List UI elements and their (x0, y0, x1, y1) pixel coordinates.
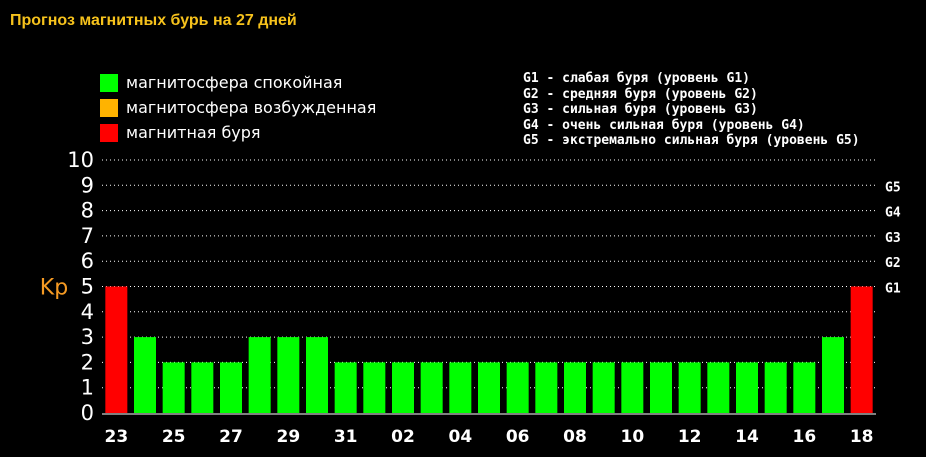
x-tick-label: 31 (334, 427, 358, 447)
storm-level-tick-label: G1 (885, 282, 901, 297)
bar (822, 337, 844, 413)
storm-level-g3: G3 - сильная буря (уровень G3) (523, 102, 758, 117)
x-tick-label: 16 (792, 427, 816, 447)
y-tick-label: 4 (81, 300, 94, 324)
legend-swatch-calm (100, 73, 118, 92)
bar (363, 362, 386, 413)
x-tick-label: 04 (448, 427, 472, 447)
x-tick-label: 08 (563, 427, 587, 447)
x-tick-label: 29 (276, 427, 300, 447)
y-tick-label: 1 (81, 376, 94, 400)
x-tick-label: 23 (104, 427, 128, 447)
y-tick-label: 10 (67, 148, 94, 172)
storm-level-g2: G2 - средняя буря (уровень G2) (523, 86, 758, 102)
x-tick-label: 12 (678, 427, 702, 447)
y-tick-label: 9 (81, 173, 94, 197)
bar (306, 337, 328, 413)
bar (134, 337, 156, 413)
legend-swatch-excited (100, 98, 118, 117)
storm-level-tick-label: G5 (885, 180, 901, 195)
storm-level-g5: G5 - экстремально сильная буря (уровень … (523, 133, 860, 148)
bar (621, 362, 644, 413)
bar (506, 362, 529, 413)
legend-item-calm: магнитосфера спокойная (100, 70, 376, 95)
color-legend: магнитосфера спокойная магнитосфера возб… (100, 70, 376, 145)
bar (592, 362, 615, 413)
storm-level-tick-label: G3 (885, 231, 901, 246)
x-tick-label: 27 (219, 427, 243, 447)
x-tick-label: 25 (162, 427, 186, 447)
x-tick-label: 06 (506, 427, 530, 447)
bar (707, 362, 730, 413)
legend-label-storm: магнитная буря (126, 123, 261, 142)
bar (248, 337, 271, 413)
bar (277, 337, 300, 413)
y-tick-label: 3 (81, 325, 94, 349)
x-tick-label: 02 (391, 427, 415, 447)
y-tick-label: 8 (81, 199, 94, 223)
y-tick-label: 6 (81, 249, 94, 273)
x-tick-label: 18 (850, 427, 874, 447)
bar (105, 286, 128, 413)
bar (392, 362, 414, 413)
legend-item-storm: магнитная буря (100, 120, 376, 145)
bar (162, 362, 185, 413)
y-tick-label: 7 (81, 224, 94, 248)
bar (564, 362, 586, 413)
x-tick-label: 10 (620, 427, 644, 447)
y-tick-label: 5 (81, 275, 94, 299)
bar (420, 362, 443, 413)
bar (850, 286, 873, 413)
legend-label-calm: магнитосфера спокойная (126, 73, 343, 92)
storm-level-g1: G1 - слабая буря (уровень G1) (523, 71, 750, 86)
bar (764, 362, 787, 413)
legend-swatch-storm (100, 123, 118, 142)
storm-level-tick-label: G2 (885, 256, 901, 271)
bar (449, 362, 472, 413)
storm-level-legend: G1 - слабая буря (уровень G1) G2 - средн… (523, 71, 860, 149)
y-axis-label: Kp (40, 276, 68, 301)
bar (736, 362, 758, 413)
bar (191, 362, 214, 413)
bar (678, 362, 701, 413)
legend-label-excited: магнитосфера возбужденная (126, 98, 377, 117)
bar (478, 362, 500, 413)
y-tick-label: 2 (81, 350, 94, 374)
page-title: Прогноз магнитных бурь на 27 дней (10, 12, 297, 29)
x-tick-label: 14 (735, 427, 759, 447)
storm-level-tick-label: G4 (885, 206, 901, 221)
legend-item-excited: магнитосфера возбужденная (100, 95, 376, 120)
storm-level-g4: G4 - очень сильная буря (уровень G4) (523, 117, 805, 133)
y-tick-label: 0 (81, 401, 94, 425)
bar (793, 362, 816, 413)
bar (334, 362, 357, 413)
bar (650, 362, 672, 413)
bar (220, 362, 242, 413)
bar (535, 362, 558, 413)
